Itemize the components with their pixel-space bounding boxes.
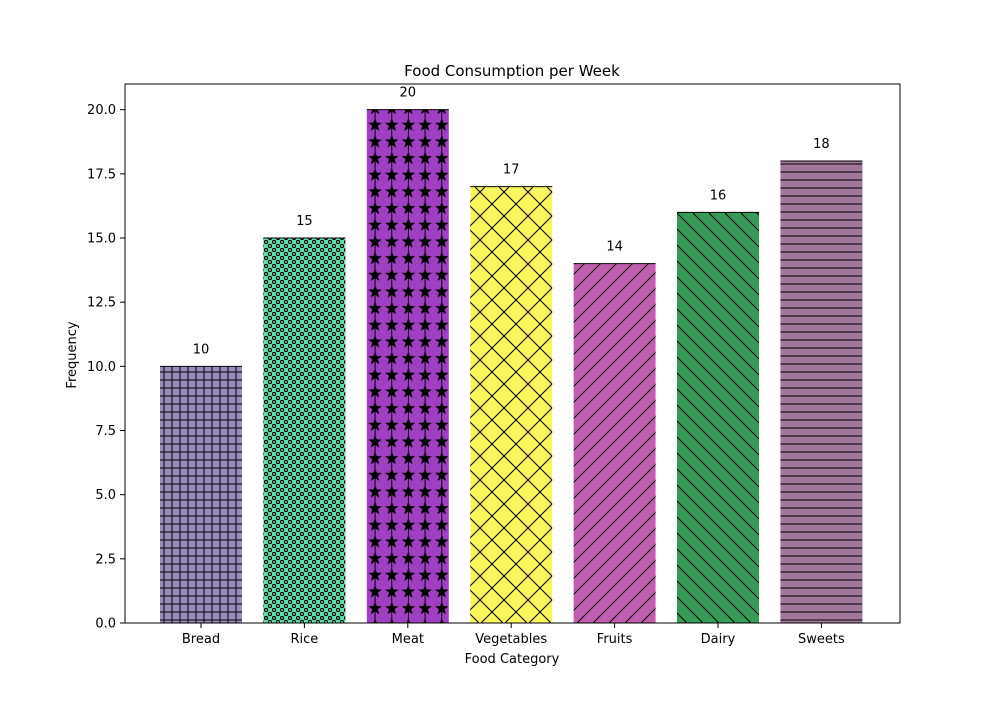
data-label-rice: 15 — [296, 214, 313, 229]
bar-dairy — [677, 212, 759, 623]
x-tick-label-meat: Meat — [392, 632, 424, 647]
y-tick-label: 12.5 — [87, 296, 116, 311]
y-tick-label: 2.5 — [95, 552, 116, 567]
x-tick-label-vegetables: Vegetables — [475, 632, 547, 647]
y-axis: 0.0 2.5 5.0 7.5 10.0 12.5 15.0 17.5 20.0 — [87, 103, 125, 632]
data-label-meat: 20 — [400, 86, 417, 101]
bar-meat — [366, 109, 449, 624]
bar-rice — [263, 238, 346, 623]
bar-fruits — [573, 263, 656, 623]
data-label-fruits: 14 — [606, 240, 623, 255]
data-labels: 10 15 20 17 14 16 18 — [193, 86, 830, 358]
y-tick-label: 0.0 — [95, 617, 116, 632]
y-tick-label: 17.5 — [87, 167, 116, 182]
y-tick-label: 15.0 — [87, 232, 116, 247]
y-tick-label: 10.0 — [87, 360, 116, 375]
y-tick-label: 20.0 — [87, 103, 116, 118]
y-tick-label: 5.0 — [95, 488, 116, 503]
plot-frame — [124, 83, 901, 624]
chart-title: Food Consumption per Week — [404, 62, 620, 80]
data-label-bread: 10 — [193, 342, 210, 357]
x-axis: Bread Rice Meat Vegetables Fruits Dairy Sweets — [182, 623, 845, 647]
x-tick-label-rice: Rice — [291, 632, 319, 647]
data-label-vegetables: 17 — [503, 163, 520, 178]
data-label-dairy: 16 — [710, 188, 727, 203]
bar-vegetables — [470, 186, 553, 624]
x-tick-label-bread: Bread — [182, 632, 220, 647]
y-tick-label: 7.5 — [95, 424, 116, 439]
bar-bread — [160, 366, 242, 623]
x-tick-label-sweets: Sweets — [798, 632, 845, 647]
x-axis-label: Food Category — [465, 652, 560, 667]
y-axis-label: Frequency — [65, 321, 80, 388]
bar-sweets — [780, 161, 863, 623]
bars-layer — [160, 109, 863, 624]
data-label-sweets: 18 — [813, 137, 830, 152]
x-tick-label-fruits: Fruits — [597, 632, 633, 647]
x-tick-label-dairy: Dairy — [701, 632, 736, 647]
